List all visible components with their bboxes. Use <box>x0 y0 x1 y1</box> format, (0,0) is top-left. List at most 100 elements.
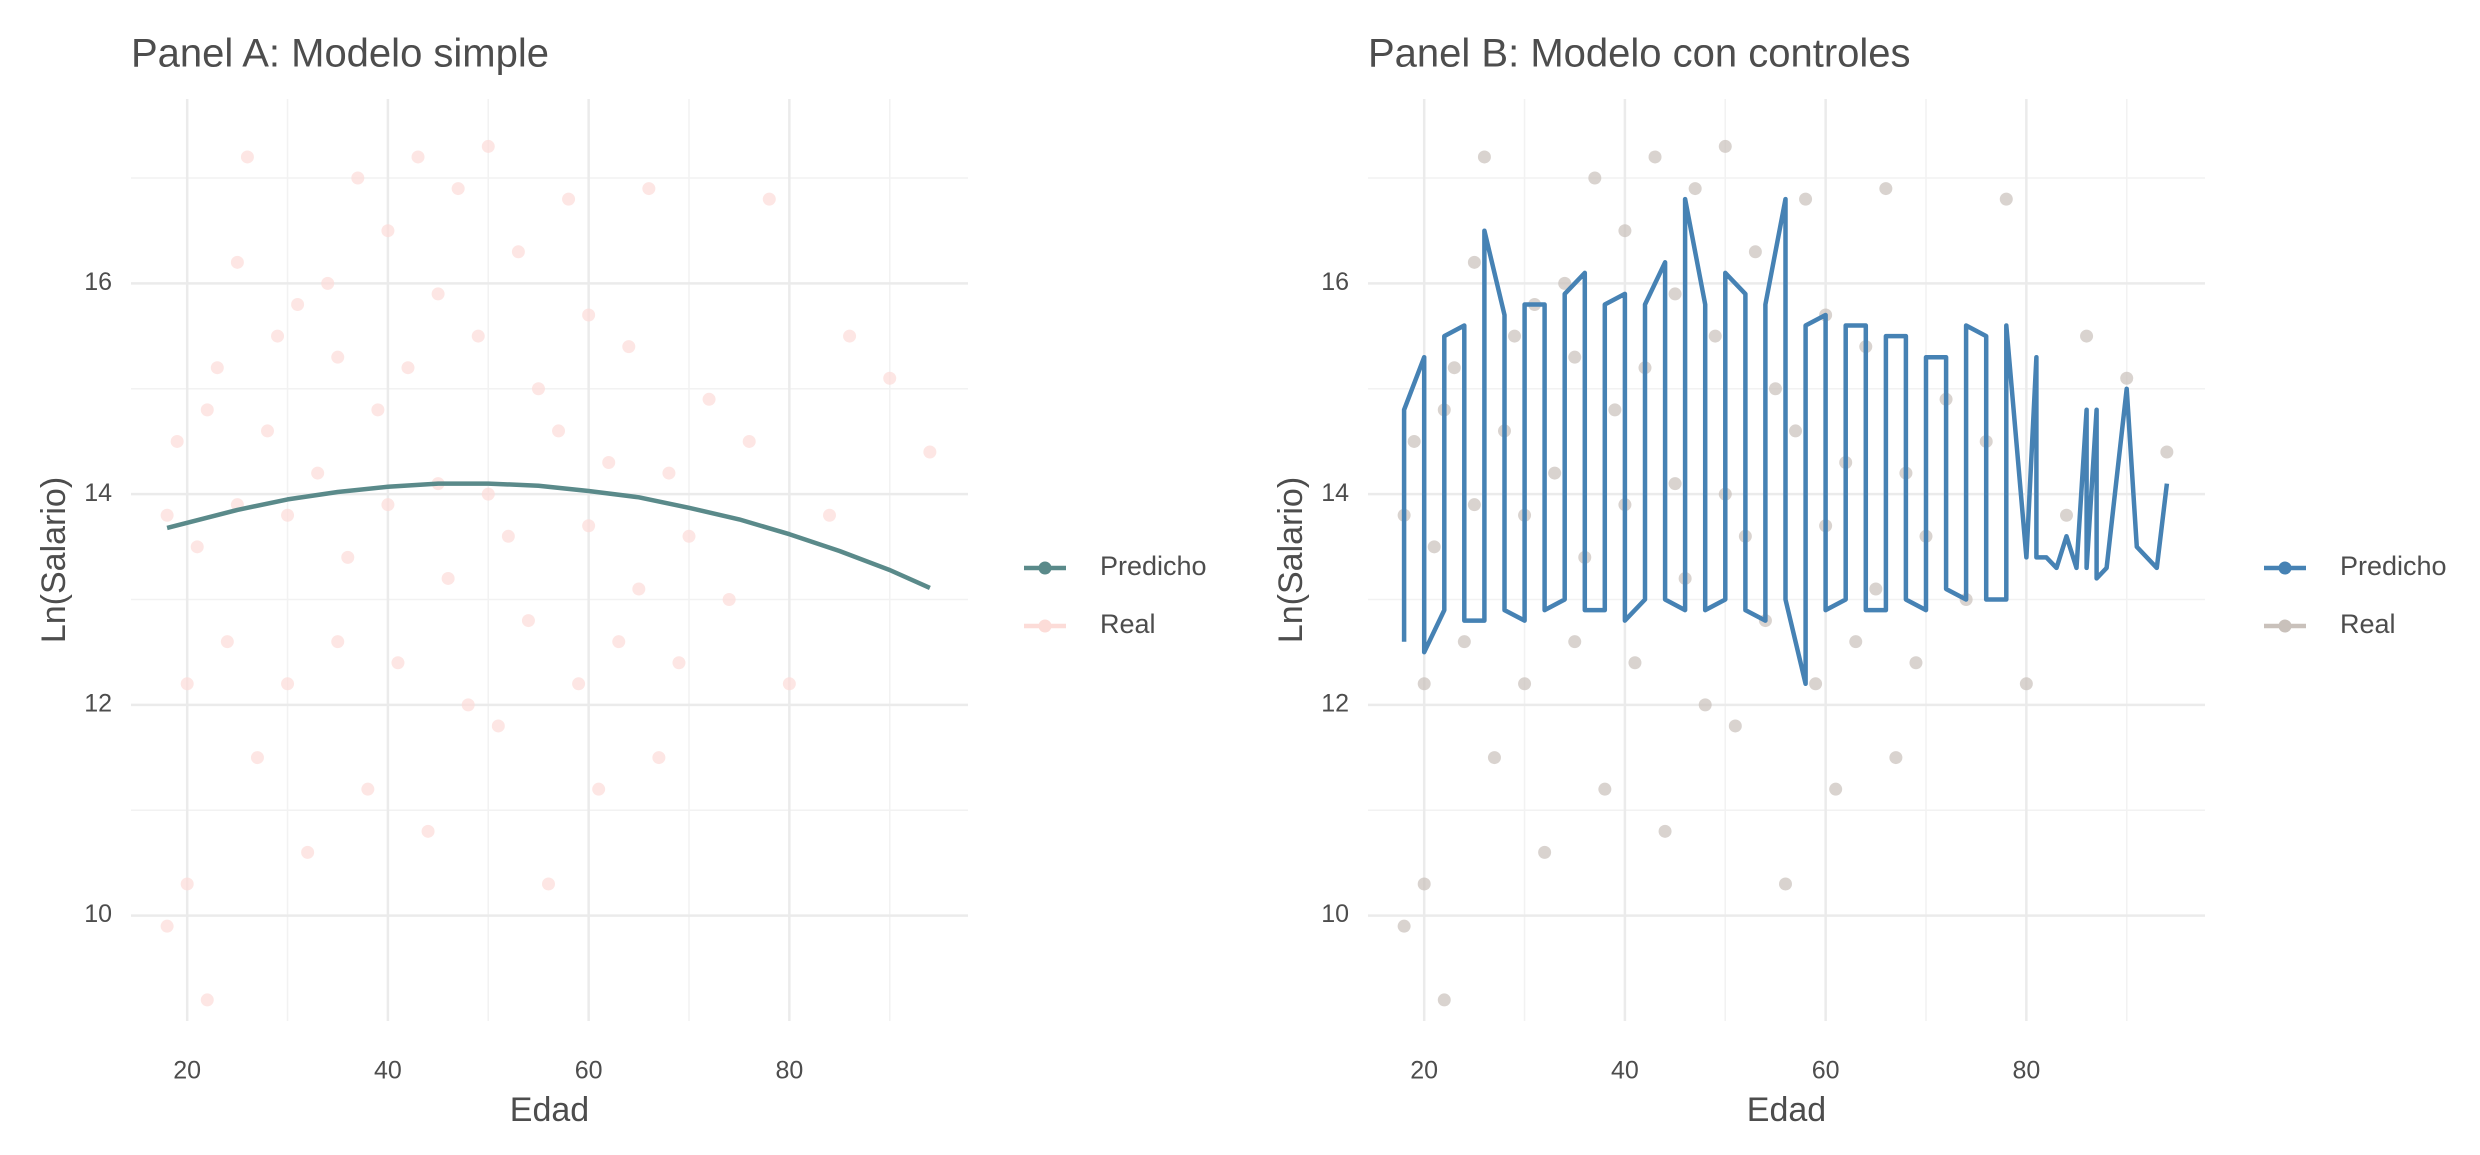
point <box>1417 877 1431 891</box>
point <box>531 382 545 396</box>
point <box>632 582 646 596</box>
point <box>451 182 465 196</box>
point <box>160 508 174 522</box>
point <box>391 656 405 670</box>
point <box>1789 424 1803 438</box>
point <box>883 371 897 385</box>
x-tick-label: 80 <box>2012 1057 2040 1085</box>
point <box>1778 877 1792 891</box>
point <box>1879 182 1893 196</box>
x-tick-label: 20 <box>1410 1057 1438 1085</box>
point <box>461 698 475 712</box>
point <box>481 487 495 501</box>
point <box>1518 677 1532 691</box>
x-tick-label: 40 <box>374 1057 402 1085</box>
y-tick-label: 16 <box>84 268 112 296</box>
point <box>1407 434 1421 448</box>
point <box>843 329 857 343</box>
legend-label: Predicho <box>1100 551 1207 581</box>
point <box>1437 993 1451 1007</box>
point <box>2160 445 2174 459</box>
x-tick-label: 60 <box>1812 1057 1840 1085</box>
point <box>291 297 305 311</box>
point <box>341 550 355 564</box>
point <box>923 445 937 459</box>
point <box>1668 477 1682 491</box>
point <box>582 519 596 533</box>
x-axis-label: Edad <box>1747 1091 1826 1129</box>
point <box>1427 540 1441 554</box>
point <box>471 329 485 343</box>
point <box>200 403 214 417</box>
point <box>702 392 716 406</box>
point <box>160 919 174 933</box>
point <box>311 466 325 480</box>
point <box>200 993 214 1007</box>
point <box>1397 919 1411 933</box>
point <box>662 466 676 480</box>
point <box>1869 582 1883 596</box>
point <box>361 782 375 796</box>
y-axis-label: Ln(Salario) <box>35 477 73 643</box>
point <box>491 719 505 733</box>
point <box>1538 845 1552 859</box>
point <box>1598 782 1612 796</box>
y-tick-label: 10 <box>84 900 112 928</box>
point <box>421 824 435 838</box>
point <box>1698 698 1712 712</box>
point <box>481 139 495 153</box>
point <box>180 677 194 691</box>
predicted-line <box>1401 196 2170 687</box>
point <box>1588 171 1602 185</box>
point <box>190 540 204 554</box>
legend-swatch-point <box>2278 619 2292 633</box>
legend-swatch-point <box>2278 561 2292 575</box>
point <box>782 677 796 691</box>
point <box>1658 824 1672 838</box>
point <box>672 656 686 670</box>
point <box>170 434 184 448</box>
point <box>321 276 335 290</box>
point <box>1608 403 1622 417</box>
x-tick-label: 20 <box>173 1057 201 1085</box>
point <box>301 845 315 859</box>
point <box>281 508 295 522</box>
point <box>682 529 696 543</box>
point <box>1467 498 1481 512</box>
predicted-line <box>166 481 931 590</box>
point <box>1829 782 1843 796</box>
x-tick-label: 80 <box>775 1057 803 1085</box>
legend-swatch-point <box>1038 619 1052 633</box>
point <box>1889 751 1903 765</box>
legend-swatch-point <box>1038 561 1052 575</box>
point <box>1447 361 1461 375</box>
point <box>1849 635 1863 649</box>
point <box>622 340 636 354</box>
point <box>1628 656 1642 670</box>
point <box>331 350 345 364</box>
y-tick-label: 14 <box>1321 479 1349 507</box>
point <box>1558 276 1572 290</box>
point <box>521 614 535 628</box>
point <box>592 782 606 796</box>
point <box>501 529 515 543</box>
point <box>1728 719 1742 733</box>
point <box>572 677 586 691</box>
point <box>371 403 385 417</box>
point <box>210 361 224 375</box>
point <box>1548 466 1562 480</box>
point <box>331 635 345 649</box>
point <box>1718 139 1732 153</box>
point <box>1748 245 1762 259</box>
point <box>1417 677 1431 691</box>
chart-title: Panel B: Modelo con controles <box>1368 32 1911 76</box>
legend-label: Real <box>2340 609 2396 639</box>
point <box>1508 329 1522 343</box>
point <box>1708 329 1722 343</box>
point <box>612 635 626 649</box>
y-axis-label: Ln(Salario) <box>1272 477 1310 643</box>
point <box>220 635 234 649</box>
point <box>260 424 274 438</box>
point <box>1999 192 2013 206</box>
point <box>511 245 525 259</box>
